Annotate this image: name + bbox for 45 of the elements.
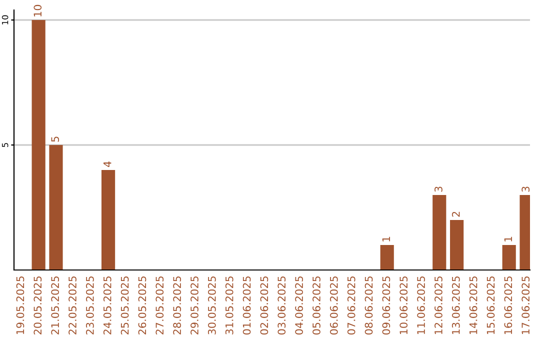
x-tick-label: 11.06.2025 [417,276,425,334]
x-tick-label: 20.05.2025 [34,276,42,334]
data-label: 5 [51,136,60,142]
data-label: 4 [104,161,112,167]
x-tick-label: 03.06.2025 [278,276,286,335]
x-tick-label: 28.05.2025 [173,276,182,334]
data-label: 10 [34,4,42,16]
x-tick-label: 16.06.2025 [504,276,512,334]
x-tick-label: 04.06.2025 [295,276,303,335]
x-tick-label: 23.05.2025 [86,276,94,334]
bar [32,20,46,270]
x-tick-label: 24.05.2025 [103,276,112,334]
x-tick-label: 06.06.2025 [330,276,338,335]
x-tick-label: 13.06.2025 [452,276,460,334]
x-tick-label: 05.06.2025 [312,276,320,335]
data-label: 1 [504,236,512,242]
x-tick-label: 29.05.2025 [190,276,198,334]
x-tick-label: 10.06.2025 [400,276,408,334]
x-tick-label: 30.05.2025 [208,276,216,334]
data-label: 1 [382,236,390,242]
x-tick-label: 31.05.2025 [225,276,234,334]
data-label: 3 [522,186,530,192]
bar [49,145,63,270]
x-tick-label: 17.06.2025 [522,276,530,334]
x-tick-label: 08.06.2025 [364,276,373,335]
x-tick-label: 15.06.2025 [486,276,495,334]
x-tick-label: 02.06.2025 [260,276,268,335]
x-tick-label: 25.05.2025 [120,276,129,334]
x-tick-label: 09.06.2025 [382,276,390,335]
data-label: 3 [434,186,442,192]
bar [502,245,516,270]
x-tick-label: 14.06.2025 [469,276,478,334]
x-tick-label: 01.06.2025 [242,276,251,335]
bar [450,220,464,270]
bar [380,245,394,270]
x-tick-label: 19.05.2025 [16,276,24,334]
x-tick-label: 27.05.2025 [156,276,164,334]
bar [101,170,116,270]
x-tick-label: 07.06.2025 [347,276,356,335]
x-tick-label: 21.05.2025 [51,276,60,334]
bar [432,195,446,270]
data-label: 2 [452,212,460,217]
x-tick-label: 26.05.2025 [138,276,146,334]
x-tick-label: 12.06.2025 [434,276,442,334]
x-tick-label: 22.05.2025 [68,276,76,334]
